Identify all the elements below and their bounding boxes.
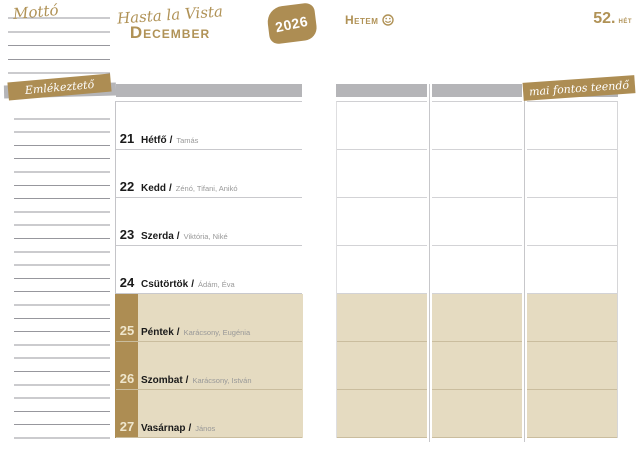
day-label: 26 Szombat / Karácsony, István xyxy=(116,370,302,388)
todo-banner: mai fontos teendő xyxy=(522,75,636,101)
week-day-table: 21 Hétfő / Tamás 22 Kedd / Zénó, Tifani, Anikó… xyxy=(115,101,303,438)
day-number: 26 xyxy=(119,371,135,386)
day-name: Csütörtök xyxy=(141,279,189,290)
day-separator: / xyxy=(169,135,173,146)
week-number: 52. xyxy=(593,10,616,27)
day-separator: / xyxy=(176,327,180,338)
grid-row-weekend xyxy=(337,342,617,390)
day-label: 25 Péntek / Karácsony, Eugénia xyxy=(116,322,302,340)
day-row-tuesday: 22 Kedd / Zénó, Tifani, Anikó xyxy=(116,150,302,198)
nameday-names: Viktória, Niké xyxy=(183,232,228,241)
day-name: Kedd xyxy=(141,183,166,194)
day-label: 27 Vasárnap / János xyxy=(116,418,302,436)
day-separator: / xyxy=(188,423,192,434)
day-name: Vasárnap xyxy=(141,423,186,434)
day-row-thursday: 24 Csütörtök / Ádám, Éva xyxy=(116,246,302,294)
year-badge-label: 2026 xyxy=(274,12,310,35)
day-number: 21 xyxy=(119,131,135,146)
nameday-names: Ádám, Éva xyxy=(198,280,235,289)
week-number-group: 52. hét xyxy=(560,10,632,28)
todo-grid xyxy=(336,101,618,438)
day-name: Péntek xyxy=(141,327,174,338)
nameday-names: Karácsony, István xyxy=(192,376,252,385)
grid-row-weekend xyxy=(337,390,617,438)
day-row-saturday: 26 Szombat / Karácsony, István xyxy=(116,342,302,390)
day-name: Szerda xyxy=(141,231,174,242)
grid-row xyxy=(337,198,617,246)
day-label: 22 Kedd / Zénó, Tifani, Anikó xyxy=(116,178,302,196)
grid-column-divider xyxy=(427,84,432,442)
weekend-rows-bg xyxy=(138,294,303,438)
motto-ruled-lines xyxy=(8,5,110,74)
day-number: 27 xyxy=(119,419,135,434)
grid-column-divider xyxy=(522,84,527,442)
day-number: 25 xyxy=(119,323,135,338)
smiley-icon xyxy=(382,14,395,26)
grid-row-weekend xyxy=(337,294,617,342)
year-badge: 2026 xyxy=(265,2,319,45)
reminder-ruled-lines xyxy=(14,106,110,440)
weekend-number-column-bg xyxy=(115,294,138,438)
grid-row xyxy=(337,246,617,294)
my-week-label: Hetem xyxy=(345,13,379,27)
day-separator: / xyxy=(185,375,189,386)
left-page-header-bar xyxy=(116,84,302,97)
nameday-names: Tamás xyxy=(176,136,199,145)
day-name: Szombat xyxy=(141,375,183,386)
day-separator: / xyxy=(191,279,195,290)
day-row-monday: 21 Hétfő / Tamás xyxy=(116,102,302,150)
grid-row xyxy=(337,150,617,198)
day-number: 23 xyxy=(119,227,135,242)
day-label: 24 Csütörtök / Ádám, Éva xyxy=(116,274,302,292)
day-label: 23 Szerda / Viktória, Niké xyxy=(116,226,302,244)
day-number: 24 xyxy=(119,275,135,290)
nameday-names: Karácsony, Eugénia xyxy=(183,328,251,337)
day-separator: / xyxy=(169,183,172,194)
grid-row xyxy=(337,102,617,150)
week-unit: hét xyxy=(618,15,632,25)
day-row-sunday: 27 Vasárnap / János xyxy=(116,390,302,438)
nameday-names: János xyxy=(195,424,216,433)
day-label: 21 Hétfő / Tamás xyxy=(116,130,302,148)
day-name: Hétfő xyxy=(141,135,167,146)
nameday-names: Zénó, Tifani, Anikó xyxy=(175,184,238,193)
day-row-wednesday: 23 Szerda / Viktória, Niké xyxy=(116,198,302,246)
day-row-friday: 25 Péntek / Karácsony, Eugénia xyxy=(116,294,302,342)
reminder-banner-label: Emlékeztető xyxy=(24,77,95,97)
month-title: December xyxy=(129,23,211,42)
day-number: 22 xyxy=(119,179,135,194)
my-week-label-group: Hetem xyxy=(345,13,395,27)
day-separator: / xyxy=(176,231,180,242)
